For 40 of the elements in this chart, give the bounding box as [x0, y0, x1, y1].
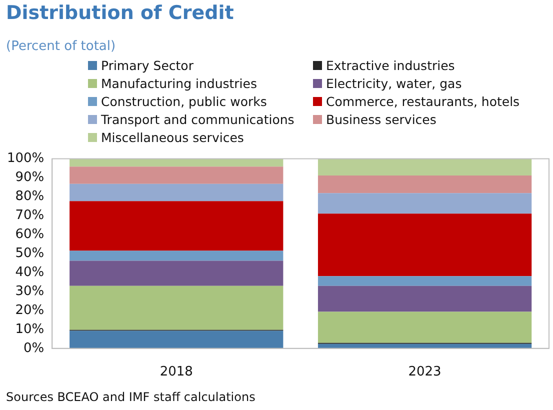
bar	[70, 250, 284, 261]
bar	[70, 286, 284, 330]
bar	[318, 276, 532, 286]
legend-label: Business services	[326, 112, 436, 127]
y-tick-label: 30%	[15, 284, 44, 299]
y-tick-label: 60%	[15, 227, 44, 242]
legend-label: Extractive industries	[326, 58, 455, 73]
y-tick-label: 50%	[15, 246, 44, 261]
y-tick-label: 100%	[6, 151, 44, 166]
legend-label: Construction, public works	[101, 94, 267, 109]
x-tick-label: 2023	[408, 364, 442, 380]
bar	[70, 166, 284, 184]
bar	[318, 312, 532, 343]
legend-label: Miscellaneous services	[101, 130, 244, 145]
y-tick-label: 10%	[15, 322, 44, 337]
legend-label: Electricity, water, gas	[326, 76, 462, 91]
legend-label: Manufacturing industries	[101, 76, 257, 91]
legend-label: Commerce, restaurants, hotels	[326, 94, 520, 109]
y-tick-label: 70%	[15, 208, 44, 224]
bar	[318, 214, 532, 276]
bar	[70, 260, 284, 286]
x-tick-label: 2018	[160, 364, 193, 380]
legend-label: Transport and communications	[101, 112, 294, 127]
bar	[318, 175, 532, 194]
y-tick-label: 40%	[15, 264, 44, 280]
bar	[70, 184, 284, 202]
y-tick-label: 80%	[15, 189, 44, 204]
bar	[318, 158, 532, 176]
bar	[318, 193, 532, 214]
bar	[70, 201, 284, 251]
bar	[70, 330, 284, 348]
y-tick-label: 90%	[15, 170, 44, 186]
source-note: Sources BCEAO and IMF staff calculations	[6, 390, 256, 404]
chart-subtitle: (Percent of total)	[6, 39, 116, 54]
y-tick-label: 0%	[24, 340, 44, 356]
y-tick-label: 20%	[15, 302, 44, 318]
legend-label: Primary Sector	[101, 58, 194, 73]
bar	[318, 286, 532, 312]
chart-title: Distribution of Credit	[6, 2, 234, 24]
bar	[70, 158, 284, 167]
